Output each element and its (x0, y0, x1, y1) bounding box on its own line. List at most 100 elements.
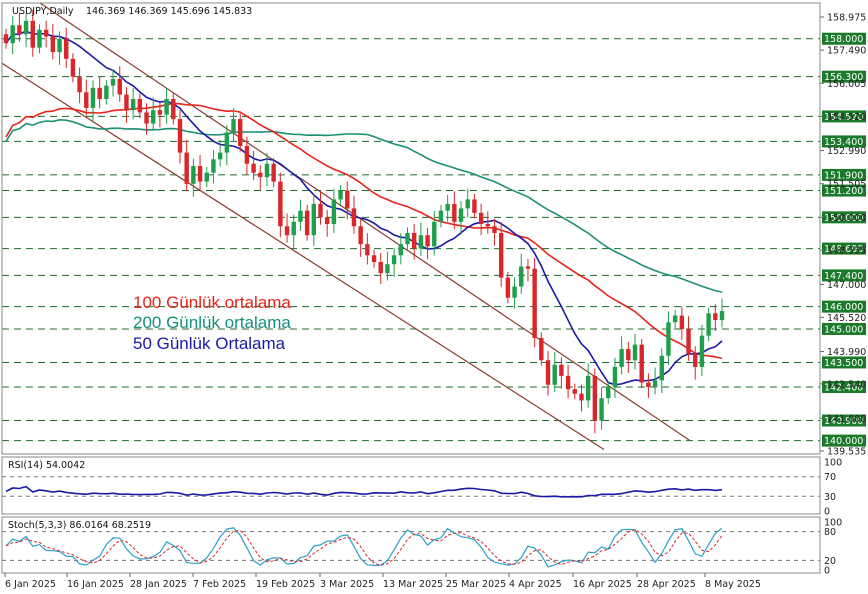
date-tick-label: 3 Mar 2025 (320, 579, 374, 590)
level-label: 151.900 (824, 170, 863, 181)
ma50-line (5, 30, 723, 386)
price-tick-label: 158.975 (827, 12, 866, 23)
candle-body (345, 190, 350, 209)
price-tick-label: 151.505 (827, 179, 866, 190)
date-tick-label: 6 Jan 2025 (5, 579, 56, 590)
candle-body (532, 268, 537, 338)
candle-body (371, 255, 377, 262)
price-tick-label: 157.490 (827, 46, 866, 57)
candle-body (37, 29, 42, 48)
candle-body (10, 25, 15, 44)
candle-body (492, 226, 497, 233)
candle-body (411, 232, 417, 249)
candle-body (693, 353, 698, 367)
level-tag (822, 135, 866, 148)
candle-body (3, 34, 9, 44)
candle-body (438, 210, 444, 222)
level-label: 153.400 (824, 137, 863, 148)
candle-body (699, 335, 705, 367)
level-tag (822, 322, 866, 335)
level-tag (822, 184, 866, 197)
level-tag (822, 32, 866, 45)
candle-body (666, 322, 671, 356)
date-tick-label: 16 Apr 2025 (573, 579, 632, 590)
level-tag (822, 269, 866, 282)
candle-body (278, 181, 283, 227)
date-tick-label: 13 Mar 2025 (383, 579, 443, 590)
indicator-tick-label: 70 (824, 472, 836, 483)
candle-body (77, 76, 82, 93)
price-tick-label: 147.000 (827, 280, 866, 291)
candle-body (552, 364, 557, 385)
candle-body (30, 20, 35, 48)
price-tick-label: 152.990 (827, 146, 866, 157)
date-tick-label: 8 May 2025 (705, 579, 761, 590)
candle-body (271, 163, 276, 182)
candle-body (244, 145, 250, 164)
indicator-tick-label: 0 (824, 507, 830, 518)
date-tick-label: 28 Apr 2025 (637, 579, 696, 590)
candle-body (405, 232, 410, 245)
level-label: 156.300 (824, 72, 863, 83)
indicator-tick-label: 80 (824, 527, 836, 538)
candle-body (458, 208, 464, 222)
level-label: 158.000 (824, 34, 863, 45)
legend-ma50: 50 Günlük Ortalama (133, 334, 286, 353)
candle-body (130, 99, 136, 111)
stoch-d-line (5, 529, 723, 566)
candle-body (585, 375, 591, 401)
level-label: 140.000 (824, 436, 863, 447)
candle-body (204, 172, 209, 182)
candle-body (365, 244, 370, 256)
candle-body (672, 315, 678, 323)
candle-body (572, 389, 577, 394)
candle-body (639, 344, 644, 383)
candle-body (298, 210, 303, 222)
candle-body (331, 199, 337, 225)
panel-frame-1 (1, 456, 821, 515)
candle-body (719, 311, 725, 321)
candle-body (391, 255, 397, 265)
rsi-label: RSI(14) 54.0042 (8, 460, 85, 471)
level-label: 150.000 (824, 213, 863, 224)
level-label: 142.400 (824, 383, 863, 394)
channel-upper (39, 2, 691, 442)
indicator-tick-label: 100 (824, 458, 842, 469)
legend-ma200: 200 Günlük ortalama (133, 313, 291, 332)
candle-body (264, 163, 270, 178)
candle-body (706, 313, 711, 336)
candle-body (217, 152, 223, 160)
candle-body (224, 132, 230, 153)
candle-body (304, 210, 310, 236)
candle-body (659, 355, 664, 381)
candle-body (258, 172, 263, 178)
panel-frame-2 (1, 516, 821, 574)
candle-body (70, 58, 76, 77)
candle-body (432, 221, 437, 247)
level-label: 145.000 (824, 324, 863, 335)
candle-body (385, 264, 390, 274)
candle-body (171, 99, 176, 120)
price-tick-label: 150.000 (827, 213, 866, 224)
price-channel (1, 2, 691, 451)
candle-body (151, 110, 156, 124)
indicator-tick-label: 0 (824, 566, 830, 577)
indicator-tick-label: 100 (824, 518, 842, 529)
price-tick-label: 148.535 (827, 246, 866, 257)
candle-body (398, 244, 404, 256)
candle-body (117, 78, 122, 95)
candle-body (472, 199, 477, 213)
price-axis: 158.975 157.490 156.005 154.520 152.990 151.5… (820, 12, 866, 457)
level-label: 151.200 (824, 186, 863, 197)
candlesticks (3, 9, 725, 434)
candle-body (425, 235, 430, 247)
candle-body (565, 375, 571, 390)
candle-body (626, 349, 631, 361)
candle-body (606, 387, 611, 399)
candle-body (478, 212, 484, 225)
price-tick-label: 143.990 (827, 347, 866, 358)
date-tick-label: 28 Jan 2025 (130, 579, 187, 590)
candle-body (291, 221, 296, 236)
candle-body (686, 328, 691, 354)
level-label: 154.520 (824, 112, 863, 123)
